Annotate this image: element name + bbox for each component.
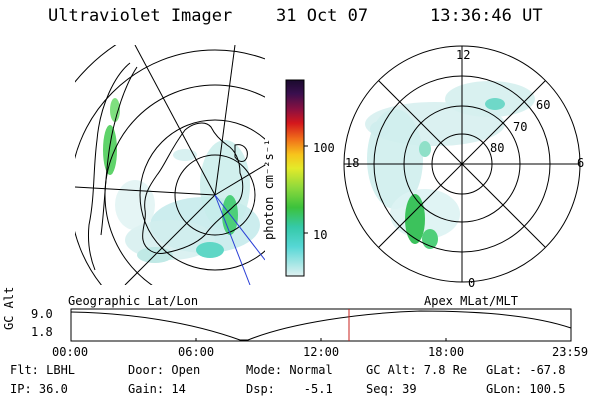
terminator-lines <box>214 194 265 285</box>
date-label: 31 Oct 07 <box>276 6 369 26</box>
time-tick-0600: 06:00 <box>178 345 215 359</box>
altitude-strip <box>70 308 572 342</box>
info-ip: IP: 36.0 <box>10 382 68 396</box>
lat-label-70: 70 <box>513 120 528 134</box>
lat-label-60: 60 <box>536 98 551 112</box>
info-flt: Flt: LBHL <box>10 363 76 377</box>
time-tick-1200: 12:00 <box>303 345 340 359</box>
info-glat: GLat: -67.8 <box>486 363 566 377</box>
time-tick-2359: 23:59 <box>552 345 589 359</box>
polar-mlt-lines <box>344 46 580 282</box>
mlt-label-12: 12 <box>456 48 471 62</box>
time-label: 13:36:46 UT <box>430 6 543 26</box>
info-gc-alt: GC Alt: 7.8 Re <box>366 363 468 377</box>
geographic-map <box>75 45 265 285</box>
altitude-tick-low: 1.8 <box>31 325 53 339</box>
colorbar-unit-label: photon cm⁻²s⁻¹ <box>262 138 276 240</box>
mlt-label-18: 18 <box>345 156 360 170</box>
geographic-caption: Geographic Lat/Lon <box>68 294 199 308</box>
apex-caption: Apex MLat/MLT <box>424 294 518 308</box>
polar-aurora-emission <box>365 81 535 249</box>
info-gain: Gain: 14 <box>128 382 186 396</box>
lat-label-80: 80 <box>490 141 505 155</box>
info-glon: GLon: 100.5 <box>486 382 566 396</box>
altitude-tick-high: 9.0 <box>31 307 53 321</box>
time-tick-1800: 18:00 <box>428 345 465 359</box>
colorbar <box>285 79 308 277</box>
info-seq: Seq: 39 <box>366 382 417 396</box>
colorbar-tick-10: 10 <box>313 228 328 242</box>
info-door: Door: Open <box>128 363 201 377</box>
info-mode: Mode: Normal <box>246 363 333 377</box>
time-tick-0000: 00:00 <box>52 345 89 359</box>
altitude-curve <box>70 310 572 341</box>
coastline <box>88 62 248 271</box>
instrument-title: Ultraviolet Imager <box>48 6 233 26</box>
mlt-label-0: 0 <box>468 276 476 290</box>
colorbar-tick-100: 100 <box>313 141 335 155</box>
meridian-lines <box>75 45 265 285</box>
altitude-axis-label: GC Alt <box>2 286 16 330</box>
strip-ticks <box>70 338 572 341</box>
info-dsp: Dsp: -5.1 <box>246 382 333 396</box>
mlt-label-6: 6 <box>577 156 585 170</box>
polar-plot <box>343 45 581 283</box>
